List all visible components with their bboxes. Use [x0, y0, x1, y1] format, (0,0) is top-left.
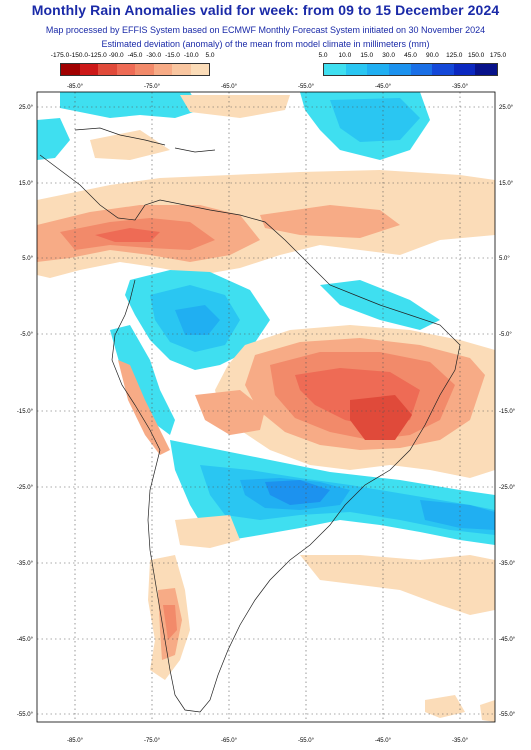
wet-anomaly-legend: 5.0 10.0 15.0 30.0 45.0 90.0 125.0 150.0 175.0 — [318, 52, 506, 76]
legend-tick-label: 45.0 — [404, 52, 417, 59]
latitude-label: -5.0° — [20, 332, 33, 338]
latitude-label: -15.0° — [17, 409, 34, 415]
legend-tick-label: 15.0 — [360, 52, 374, 59]
latitude-labels-left: 25.0° 15.0° 5.0° -5.0° -15.0° -25.0° -35.0° -45… — [17, 105, 34, 718]
map-frame — [36, 91, 496, 723]
legend-wet-swatch — [453, 64, 476, 75]
latitude-label: -55.0° — [17, 712, 34, 718]
legend-dry-swatch — [98, 64, 117, 75]
latitude-label: -45.0° — [499, 637, 516, 643]
legend-wet-swatch — [388, 64, 411, 75]
longitude-label: -85.0° — [67, 84, 84, 90]
legend-tick-label: 10.0 — [338, 52, 352, 59]
coastlines — [39, 127, 461, 713]
longitude-label: -55.0° — [298, 84, 315, 90]
legend-dry-swatch — [172, 64, 191, 75]
legend-wet-swatch — [324, 64, 346, 75]
legend-tick-label: 30.0 — [382, 52, 395, 59]
longitude-label: -35.0° — [452, 84, 469, 90]
longitude-label: -65.0° — [221, 738, 238, 744]
latitude-label: -25.0° — [17, 485, 34, 491]
legend-wet-swatch — [367, 64, 389, 75]
legend-wet-swatch — [410, 64, 433, 75]
legend-dry-swatch — [135, 64, 154, 75]
legend-wet-swatch — [432, 64, 454, 75]
longitude-label: -45.0° — [375, 738, 392, 744]
longitude-label: -35.0° — [452, 738, 469, 744]
latitude-label: -35.0° — [17, 561, 34, 567]
legend-tick-label: 175.0 — [489, 52, 507, 59]
processing-note: Map processed by EFFIS System based on E… — [45, 25, 486, 35]
longitude-labels-bottom: -85.0° -75.0° -65.0° -55.0° -45.0° -35.0° — [67, 738, 469, 744]
latitude-label: -15.0° — [499, 409, 516, 415]
dry-anomaly-legend: -175.0 -150.0 -125.0 -90.0 -45.0 -30.0 -15.0 -1… — [51, 52, 215, 76]
legend-tick-label: 5.0 — [318, 52, 328, 59]
legend-tick-label: -90.0 — [108, 52, 124, 59]
legend-tick-label: -45.0 — [127, 52, 143, 59]
latitude-label: 5.0° — [499, 256, 510, 262]
graticule — [37, 92, 495, 722]
map-title: Monthly Rain Anomalies valid for week: f… — [31, 2, 500, 18]
legend-wet-swatch — [475, 64, 497, 75]
latitude-labels-right: 25.0° 15.0° 5.0° -5.0° -15.0° -25.0° -35.0° -45… — [499, 105, 516, 718]
latitude-label: 5.0° — [22, 256, 33, 262]
legend-tick-label: 125.0 — [446, 52, 463, 59]
latitude-label: -25.0° — [499, 485, 516, 491]
legend-tick-label: 5.0 — [205, 52, 215, 59]
latitude-label: -35.0° — [499, 561, 516, 567]
legend-wet-swatch — [345, 64, 368, 75]
legend-tick-label: 150.0 — [467, 52, 485, 59]
longitude-labels-top: -85.0° -75.0° -65.0° -55.0° -45.0° -35.0° — [67, 84, 469, 90]
legend-tick-label: -175.0 — [50, 52, 70, 59]
units-note: Estimated deviation (anomaly) of the mea… — [101, 39, 430, 49]
latitude-label: -55.0° — [499, 712, 516, 718]
longitude-label: -45.0° — [375, 84, 392, 90]
legend-dry-swatch — [61, 64, 80, 75]
legend-tick-label: -125.0 — [88, 52, 107, 59]
latitude-label: 25.0° — [19, 105, 34, 111]
longitude-label: -65.0° — [221, 84, 238, 90]
latitude-label: 15.0° — [19, 181, 34, 187]
anomaly-fields — [37, 92, 495, 722]
legend-tick-label: -30.0 — [146, 52, 162, 59]
legend-dry-swatch — [190, 64, 209, 75]
longitude-label: -55.0° — [298, 738, 315, 744]
latitude-label: -5.0° — [499, 332, 512, 338]
legend-dry-swatch — [116, 64, 135, 75]
longitude-label: -85.0° — [67, 738, 84, 744]
legend-tick-label: -150.0 — [69, 52, 88, 59]
latitude-label: 25.0° — [499, 105, 514, 111]
legend-dry-swatch — [79, 64, 98, 75]
latitude-label: -45.0° — [17, 637, 34, 643]
latitude-label: 15.0° — [499, 181, 514, 187]
longitude-label: -75.0° — [144, 84, 161, 90]
legend-tick-label: 90.0 — [426, 52, 439, 59]
legend-tick-label: -10.0 — [183, 52, 199, 59]
longitude-label: -75.0° — [144, 738, 161, 744]
legend-dry-swatch — [153, 64, 172, 75]
legend-tick-label: -15.0 — [165, 52, 180, 59]
